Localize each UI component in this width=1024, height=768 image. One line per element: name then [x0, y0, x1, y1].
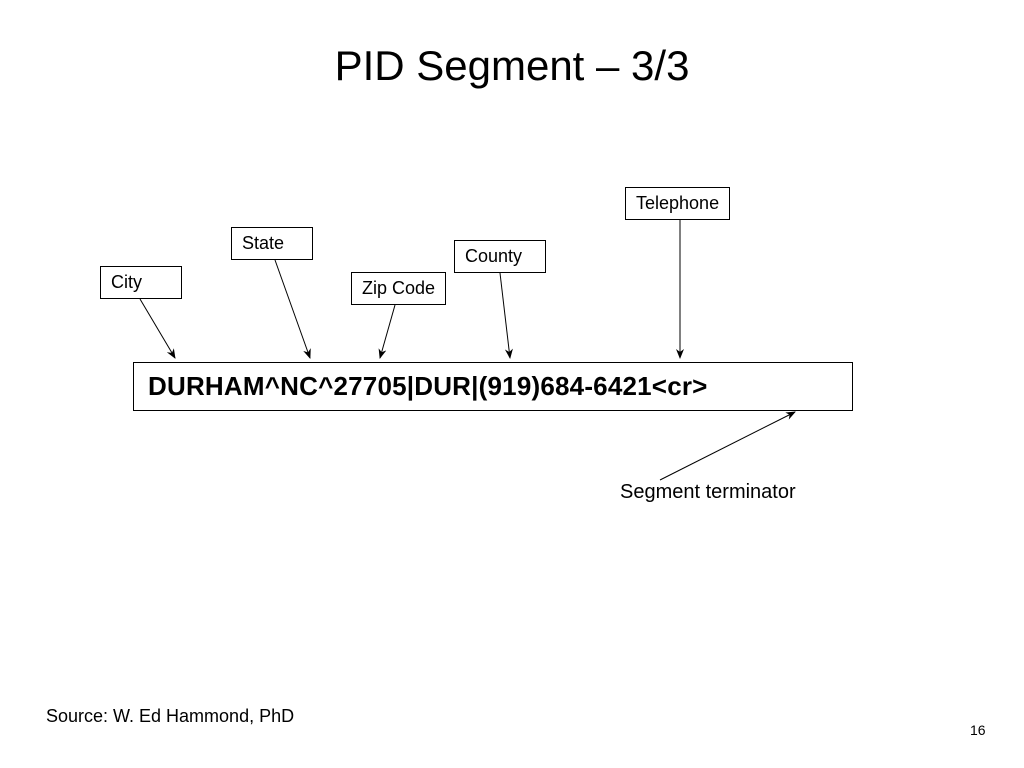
label-zipcode: Zip Code: [351, 272, 446, 305]
arrow-city: [140, 299, 175, 358]
segment-data-box: DURHAM^NC^27705|DUR|(919)684-6421<cr>: [133, 362, 853, 411]
label-state: State: [231, 227, 313, 260]
label-telephone: Telephone: [625, 187, 730, 220]
page-title: PID Segment – 3/3: [0, 42, 1024, 90]
arrow-terminator: [660, 412, 795, 480]
page-number: 16: [970, 722, 986, 738]
arrow-zipcode: [380, 305, 395, 358]
label-city: City: [100, 266, 182, 299]
arrow-state: [275, 260, 310, 358]
source-citation: Source: W. Ed Hammond, PhD: [46, 706, 294, 727]
label-county: County: [454, 240, 546, 273]
label-segment-terminator: Segment terminator: [620, 481, 796, 504]
arrow-county: [500, 273, 510, 358]
